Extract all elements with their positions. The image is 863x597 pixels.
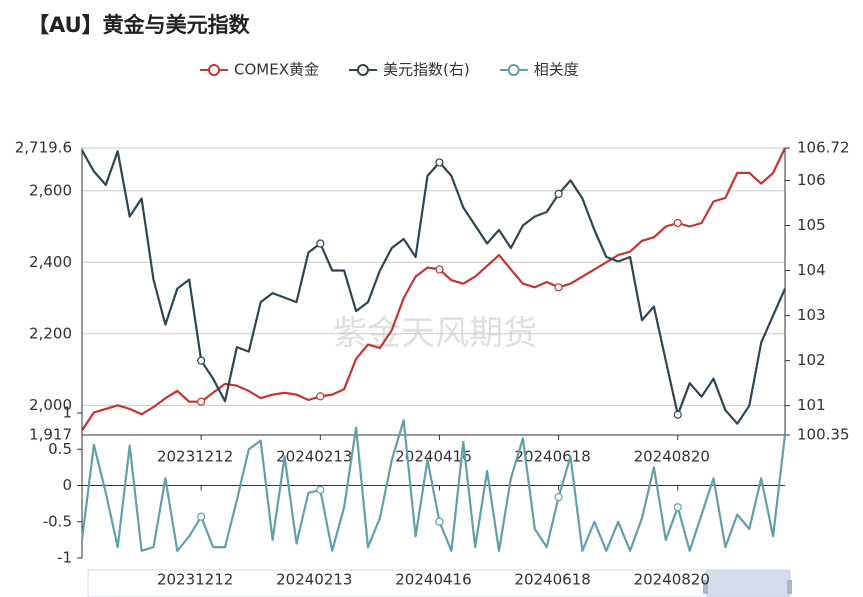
x-tick-label: 20240416 [395, 571, 471, 589]
legend-icon [507, 64, 520, 76]
y-tick-label: 0.5 [48, 440, 72, 458]
zoom-window[interactable] [706, 570, 790, 597]
y2-tick-label: 106.72 [797, 139, 850, 157]
point-marker [554, 189, 563, 199]
y-tick-label: 2,600 [29, 181, 72, 199]
point-marker [554, 283, 563, 292]
y-tick-label: 2,200 [29, 324, 72, 342]
point-marker [197, 356, 206, 365]
y-tick-label: 1 [62, 404, 72, 422]
legend-label: 美元指数(右) [383, 61, 470, 79]
y2-tick-label: 105 [797, 216, 826, 234]
legend-icon [356, 64, 369, 76]
x-tick-label: 20240820 [634, 448, 710, 466]
y-tick-label: 1,917 [29, 426, 72, 444]
y2-tick-label: 103 [797, 306, 826, 324]
x-tick-label: 20240213 [276, 448, 352, 466]
point-marker [673, 410, 682, 419]
y-tick-label: 0 [62, 476, 72, 494]
point-marker [554, 493, 563, 502]
point-marker [316, 392, 325, 401]
chart-title: 【AU】黄金与美元指数 [28, 13, 251, 37]
series-line [81, 149, 787, 425]
data-zoom[interactable] [87, 569, 792, 597]
point-marker [316, 239, 325, 248]
zoom-handle[interactable] [703, 580, 708, 594]
point-marker [197, 397, 206, 406]
zoom-handle[interactable] [787, 580, 792, 594]
y2-tick-label: 104 [797, 261, 826, 279]
legend-label: 相关度 [534, 61, 579, 79]
y2-tick-label: 106 [797, 171, 826, 189]
x-tick-label: 20231212 [157, 571, 233, 589]
zoom-track [87, 569, 791, 597]
point-marker [197, 512, 206, 521]
point-marker [673, 218, 682, 228]
legend-icon [208, 64, 220, 76]
point-marker [673, 503, 682, 512]
point-marker [316, 485, 325, 494]
x-tick-label: 20240416 [395, 448, 471, 466]
x-tick-label: 20240820 [634, 571, 710, 589]
y2-tick-label: 101 [797, 396, 826, 414]
x-tick-label: 20240213 [276, 571, 352, 589]
y-tick-label: -0.5 [43, 512, 72, 530]
y2-tick-label: 102 [797, 351, 826, 369]
point-marker [435, 158, 444, 167]
y-tick-label: 2,400 [29, 253, 72, 271]
y-tick-label: 2,000 [29, 396, 72, 414]
y-tick-label: -1 [57, 549, 72, 567]
point-marker [435, 517, 444, 526]
y-tick-label: 2,719.6 [15, 139, 72, 157]
legend-label: COMEX黄金 [234, 61, 319, 79]
x-tick-label: 20231212 [157, 448, 233, 466]
x-tick-label: 20240618 [514, 571, 590, 589]
point-marker [435, 265, 444, 274]
y2-tick-label: 100.35 [797, 426, 850, 444]
